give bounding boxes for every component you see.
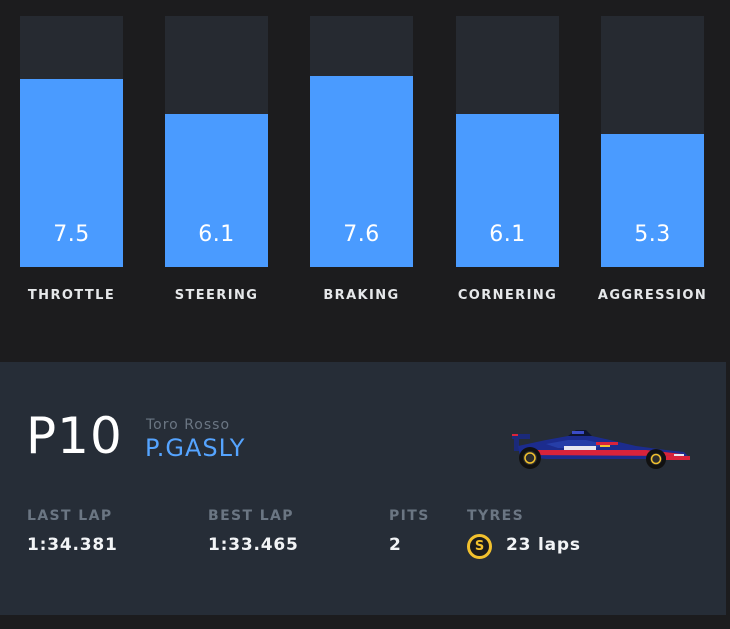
stat-bar-track: 5.3 <box>601 16 704 267</box>
f1-car-icon <box>512 430 690 469</box>
last-lap-time: 1:34.381 <box>27 535 118 555</box>
stat-value: 5.3 <box>634 222 671 247</box>
driver-stats-panel: 7.5 THROTTLE 6.1 STEERING 7.6 BRAKING 6.… <box>20 16 706 303</box>
stat-bar-fill <box>601 134 704 267</box>
stat-bar-track: 7.6 <box>310 16 413 267</box>
tyres-label: TYRES <box>467 508 525 524</box>
last-lap-label: LAST LAP <box>27 508 113 524</box>
stat-value: 7.5 <box>53 222 90 247</box>
stat-bar-fill <box>20 79 123 267</box>
stat-bar-fill <box>310 76 413 267</box>
stat-bar-throttle: 7.5 THROTTLE <box>20 16 123 303</box>
stat-label: BRAKING <box>323 288 400 303</box>
stat-label: THROTTLE <box>27 288 116 303</box>
tyre-laps: 23 laps <box>506 535 581 555</box>
stat-bar-aggression: 5.3 AGGRESSION <box>598 16 706 303</box>
stat-value: 6.1 <box>489 222 526 247</box>
stat-bar-fill <box>456 114 559 267</box>
stat-label: STEERING <box>174 288 259 303</box>
soft-tyre-icon: S <box>467 534 492 559</box>
stat-bar-steering: 6.1 STEERING <box>165 16 268 303</box>
race-position: P10 <box>26 407 123 465</box>
driver-name: P.GASLY <box>145 434 246 462</box>
stat-bar-fill <box>165 114 268 267</box>
driver-info-panel: P10 Toro Rosso P.GASLY LAST LAP 1:34.381… <box>0 362 726 615</box>
stat-bar-track: 6.1 <box>165 16 268 267</box>
stat-value: 7.6 <box>343 222 380 247</box>
stat-value: 6.1 <box>198 222 235 247</box>
stat-bar-braking: 7.6 BRAKING <box>310 16 413 303</box>
pits-label: PITS <box>389 508 430 524</box>
stat-label: CORNERING <box>457 288 558 303</box>
team-name: Toro Rosso <box>146 417 231 433</box>
stat-bar-track: 7.5 <box>20 16 123 267</box>
stat-label: AGGRESSION <box>597 288 708 303</box>
best-lap-time: 1:33.465 <box>208 535 299 555</box>
stat-bar-track: 6.1 <box>456 16 559 267</box>
stat-bar-cornering: 6.1 CORNERING <box>456 16 559 303</box>
best-lap-label: BEST LAP <box>208 508 294 524</box>
pits-count: 2 <box>389 535 402 555</box>
